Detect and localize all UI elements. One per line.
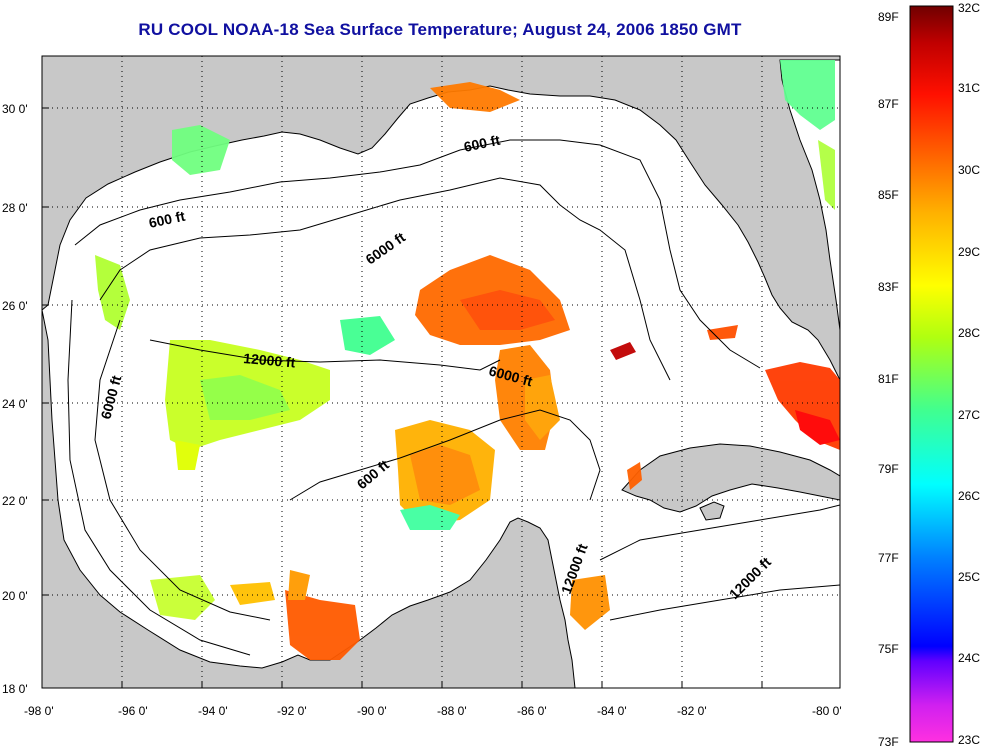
land-isle-of-youth <box>699 501 725 521</box>
x-tick-label: -82 0' <box>677 704 707 718</box>
y-tick-label: 20 0' <box>2 589 28 603</box>
x-tick-label: -86 0' <box>517 704 547 718</box>
colorbar-c-label: 25C <box>958 570 980 584</box>
x-tick-label: -96 0' <box>118 704 148 718</box>
contour-label: 600 ft <box>147 208 186 231</box>
land-cuba <box>621 443 840 513</box>
y-axis-labels: 30 0' 28 0' 26 0' 24 0' 22 0' 20 0' 18 0… <box>2 102 28 696</box>
contour-600ft <box>74 139 761 369</box>
y-tick-label: 30 0' <box>2 102 28 116</box>
colorbar-c-label: 31C <box>958 81 980 95</box>
map-title: RU COOL NOAA-18 Sea Surface Temperature;… <box>138 20 742 39</box>
contour-6000ft <box>99 177 671 381</box>
contour-caribbean-south <box>609 584 840 621</box>
colorbar-fahrenheit-labels: 89F 87F 85F 83F 81F 79F 77F 75F 73F <box>878 10 899 749</box>
x-tick-label: -80 0' <box>812 704 842 718</box>
x-tick-label: -90 0' <box>357 704 387 718</box>
y-tick-label: 18 0' <box>2 682 28 696</box>
colorbar-c-label: 23C <box>958 733 980 747</box>
colorbar-f-label: 85F <box>878 188 899 202</box>
colorbar-c-label: 26C <box>958 489 980 503</box>
colorbar-f-label: 89F <box>878 10 899 24</box>
colorbar-f-label: 73F <box>878 735 899 749</box>
x-tick-label: -88 0' <box>437 704 467 718</box>
contour-12000ft <box>149 339 501 371</box>
colorbar-bar <box>909 5 954 743</box>
colorbar-c-label: 30C <box>958 163 980 177</box>
y-tick-label: 22 0' <box>2 494 28 508</box>
contour-label: 600 ft <box>462 132 501 155</box>
colorbar-f-label: 83F <box>878 280 899 294</box>
depth-contours <box>67 139 840 656</box>
colorbar-c-label: 27C <box>958 408 980 422</box>
colorbar: 89F 87F 85F 83F 81F 79F 77F 75F 73F 32C … <box>878 1 980 749</box>
x-tick-label: -84 0' <box>597 704 627 718</box>
colorbar-celsius-labels: 32C 31C 30C 29C 28C 27C 26C 25C 24C 23C <box>958 1 980 747</box>
y-tick-label: 26 0' <box>2 299 28 313</box>
colorbar-c-label: 32C <box>958 1 980 15</box>
contour-600ft-campeche <box>289 409 601 501</box>
contour-600ft-west <box>67 299 251 656</box>
colorbar-c-label: 24C <box>958 651 980 665</box>
sst-patches <box>95 60 840 660</box>
x-axis-labels: -98 0' -96 0' -94 0' -92 0' -90 0' -88 0… <box>24 704 842 718</box>
colorbar-f-label: 81F <box>878 372 899 386</box>
colorbar-f-label: 75F <box>878 642 899 656</box>
land-mexico <box>42 309 576 688</box>
contour-6000ft-west <box>94 319 271 621</box>
contour-12000ft-caribbean <box>599 504 840 561</box>
graticule <box>42 56 840 688</box>
y-tick-label: 24 0' <box>2 397 28 411</box>
colorbar-f-label: 79F <box>878 462 899 476</box>
colorbar-c-label: 28C <box>958 326 980 340</box>
x-tick-label: -94 0' <box>198 704 228 718</box>
colorbar-f-label: 87F <box>878 97 899 111</box>
y-tick-label: 28 0' <box>2 201 28 215</box>
axis-ticks <box>41 107 841 688</box>
x-tick-label: -92 0' <box>277 704 307 718</box>
colorbar-c-label: 29C <box>958 245 980 259</box>
x-tick-label: -98 0' <box>24 704 54 718</box>
contour-label: 12000 ft <box>243 350 297 371</box>
colorbar-f-label: 77F <box>878 551 899 565</box>
